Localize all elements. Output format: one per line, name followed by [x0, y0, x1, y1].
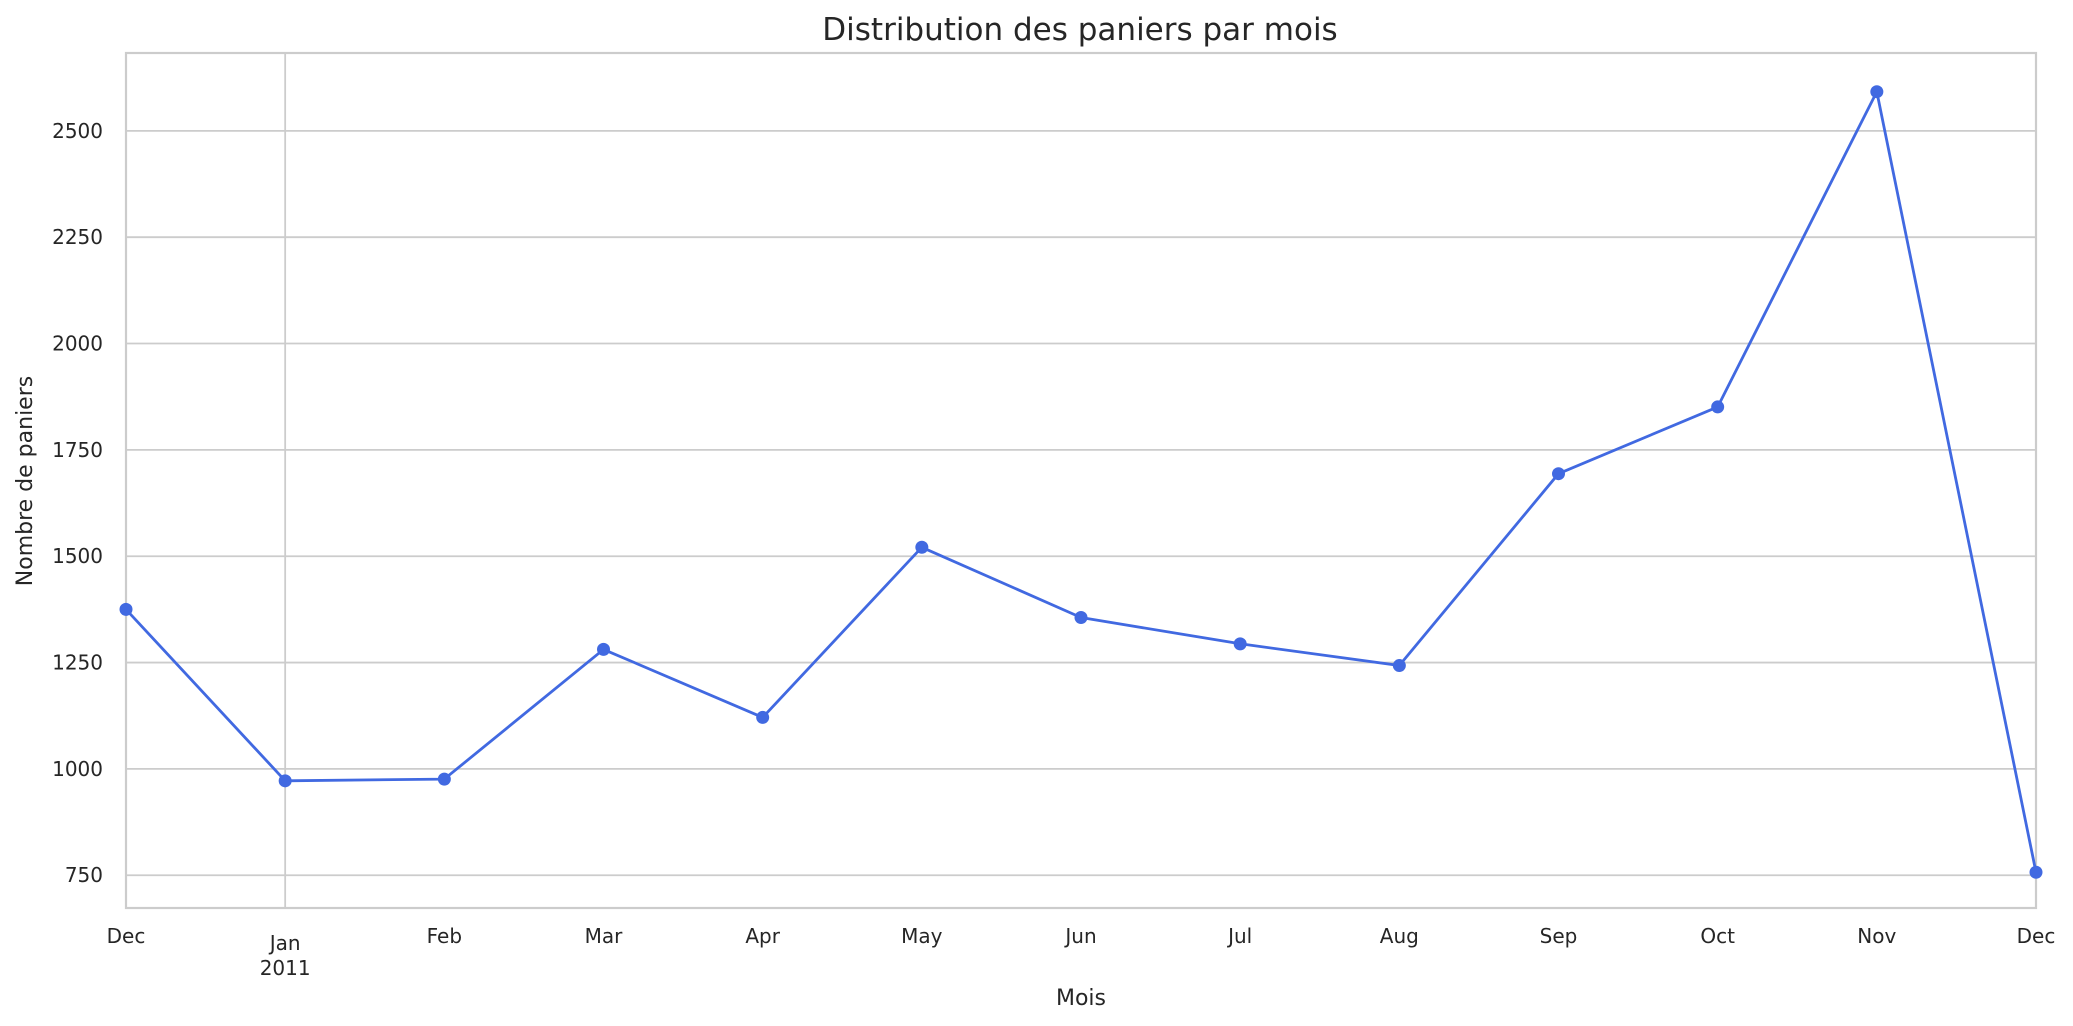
x-tick-label: May: [901, 924, 943, 948]
chart-title: Distribution des paniers par mois: [822, 12, 1337, 48]
data-point-marker: [278, 774, 292, 788]
x-tick-label: Oct: [1700, 924, 1735, 948]
y-axis-ticks: 750 1000 1250 1500 1750 2000 2250 2500: [52, 119, 103, 887]
data-point-marker: [437, 772, 451, 786]
x-tick-label: Jun: [1063, 924, 1096, 948]
x-tick-label: Jul: [1226, 924, 1252, 948]
x-tick-label: Dec: [107, 924, 146, 948]
y-tick-label: 1250: [52, 651, 103, 675]
y-tick-label: 1500: [52, 544, 103, 568]
x-tick-label: Sep: [1540, 924, 1578, 948]
data-point-marker: [1552, 467, 1565, 481]
x-tick-label: Aug: [1380, 924, 1419, 948]
data-point-marker: [915, 540, 929, 554]
data-point-marker: [1870, 85, 1884, 99]
x-tick-label: Nov: [1857, 924, 1896, 948]
data-point-marker: [597, 642, 610, 656]
y-tick-label: 2250: [52, 225, 103, 249]
data-point-marker: [756, 710, 770, 724]
x-tick-label: Feb: [427, 924, 462, 948]
y-tick-label: 1000: [52, 757, 103, 781]
data-point-marker: [1233, 637, 1247, 651]
y-tick-label: 2000: [52, 332, 103, 356]
x-tick-label: Dec: [2017, 924, 2056, 948]
x-tick-label: Jan: [268, 931, 301, 955]
data-point-marker: [1392, 659, 1406, 673]
data-point-marker: [1074, 610, 1088, 624]
y-axis-label: Nombre de paniers: [13, 376, 38, 586]
x-axis-label: Mois: [1056, 986, 1106, 1011]
y-tick-label: 2500: [52, 119, 103, 143]
x-tick-sublabel: 2011: [260, 956, 311, 980]
grid-lines: [126, 53, 2036, 908]
x-tick-label: Apr: [745, 924, 780, 948]
data-point-marker: [119, 602, 133, 616]
data-point-marker: [1711, 400, 1725, 414]
x-tick-label: Mar: [585, 924, 624, 948]
series-line: [124, 90, 2038, 873]
y-tick-label: 1750: [52, 438, 103, 462]
y-tick-label: 750: [65, 863, 103, 887]
series-layer: [119, 85, 2043, 879]
plot-frame: [124, 51, 2038, 910]
data-point-marker: [2029, 865, 2043, 879]
